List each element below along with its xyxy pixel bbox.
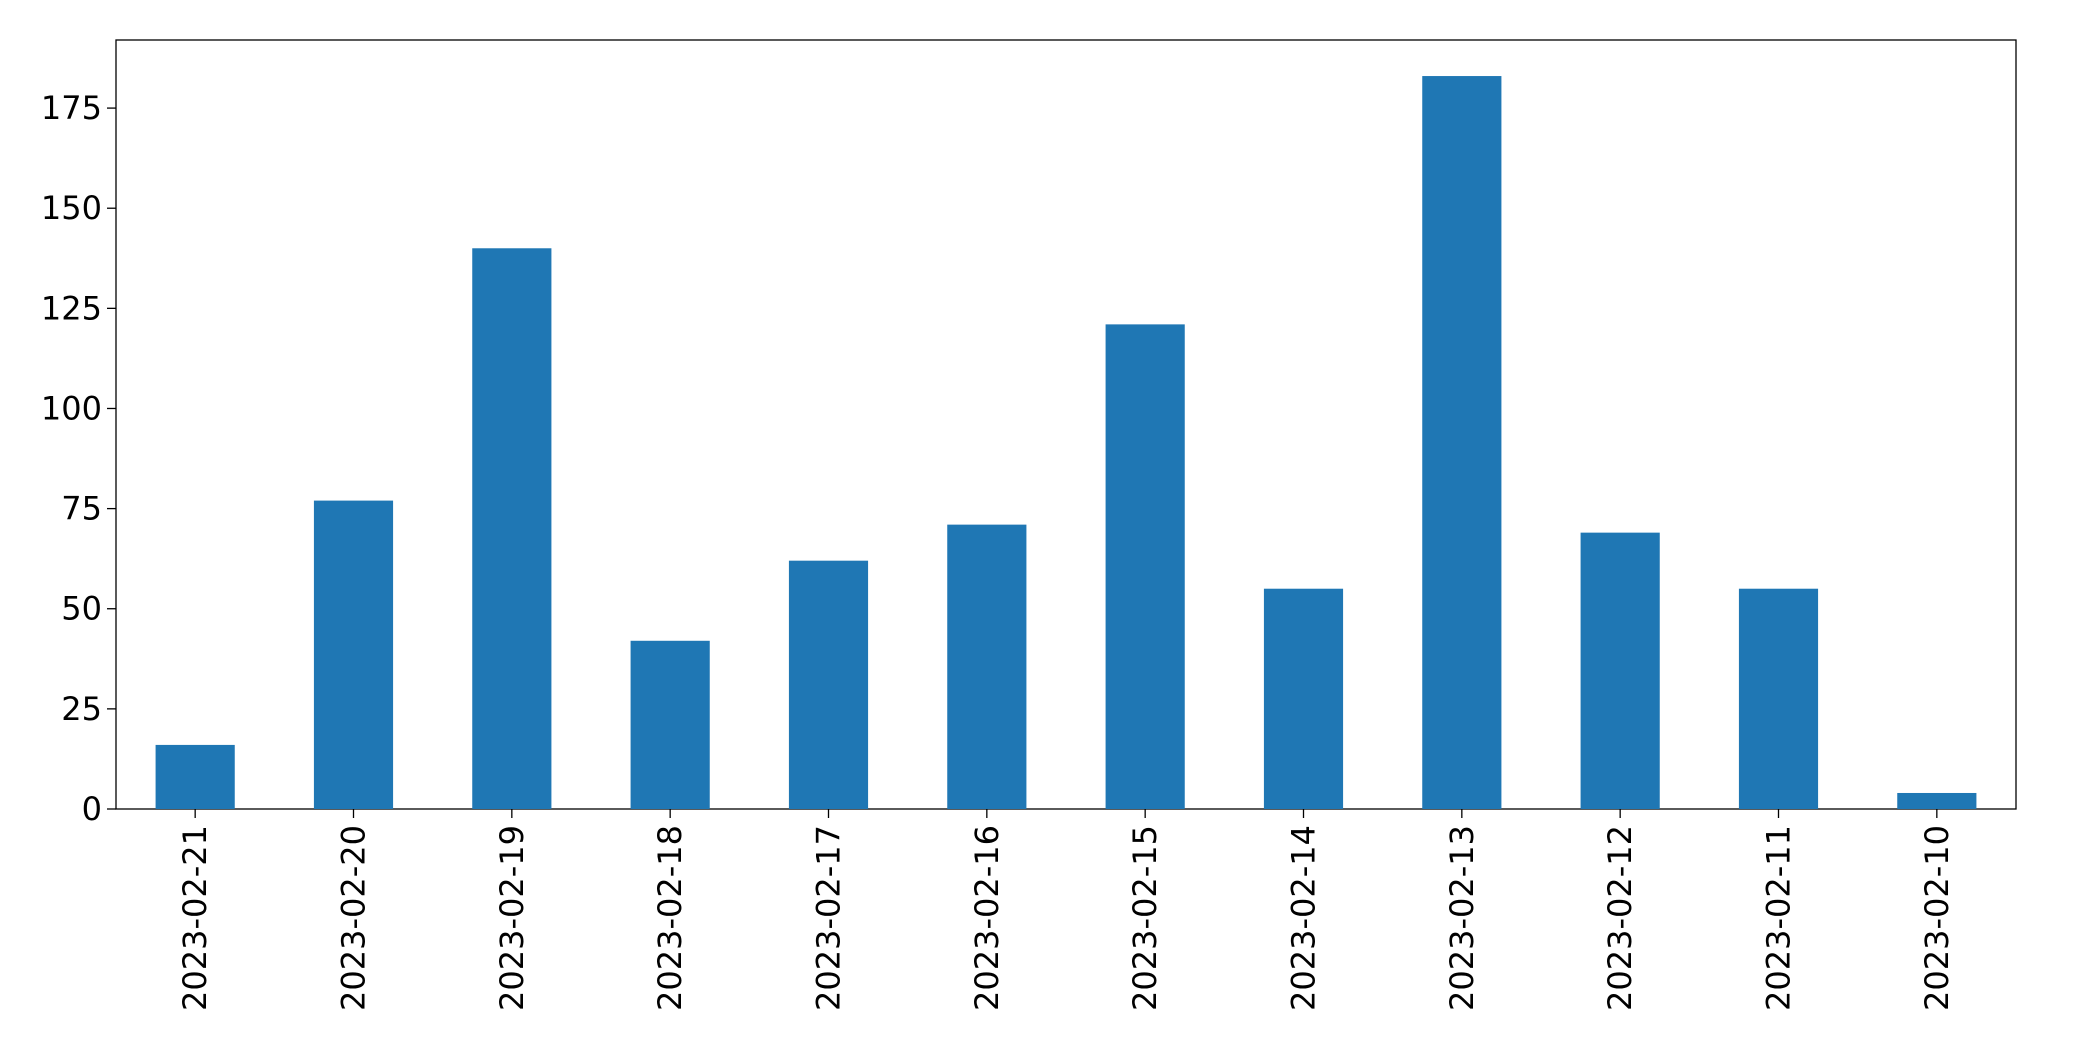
bar	[1897, 792, 1977, 809]
bar	[1738, 588, 1819, 809]
bar	[1105, 324, 1185, 809]
x-tick-label: 2023-02-14	[1285, 825, 1323, 1011]
bar	[1422, 76, 1502, 809]
y-tick-label: 125	[41, 289, 102, 327]
bar	[155, 744, 235, 809]
x-tick-label: 2023-02-15	[1126, 825, 1164, 1011]
x-tick-label: 2023-02-10	[1918, 825, 1956, 1011]
y-tick-label: 150	[41, 189, 102, 227]
y-tick-label: 50	[61, 590, 102, 628]
bar	[788, 560, 869, 809]
x-tick-label: 2023-02-12	[1601, 825, 1639, 1011]
y-tick-label: 25	[61, 690, 102, 728]
y-tick-label: 175	[41, 89, 102, 127]
bar	[1580, 532, 1660, 809]
x-tick-label: 2023-02-18	[651, 825, 689, 1011]
x-tick-label: 2023-02-11	[1760, 825, 1798, 1011]
bar	[1263, 588, 1344, 809]
bar	[313, 500, 394, 809]
axes-frame	[115, 39, 2017, 810]
bar	[947, 524, 1027, 809]
y-tick-label: 0	[82, 790, 102, 828]
x-tick-label: 2023-02-13	[1443, 825, 1481, 1011]
x-tick-label: 2023-02-17	[810, 825, 848, 1011]
bar	[472, 248, 552, 810]
bar	[630, 640, 710, 809]
x-tick-label: 2023-02-20	[335, 825, 373, 1011]
y-tick-label: 75	[61, 490, 102, 528]
x-tick-label: 2023-02-19	[493, 825, 531, 1011]
x-tick-label: 2023-02-16	[968, 825, 1006, 1011]
y-tick-label: 100	[41, 389, 102, 427]
x-tick-label: 2023-02-21	[176, 825, 214, 1011]
